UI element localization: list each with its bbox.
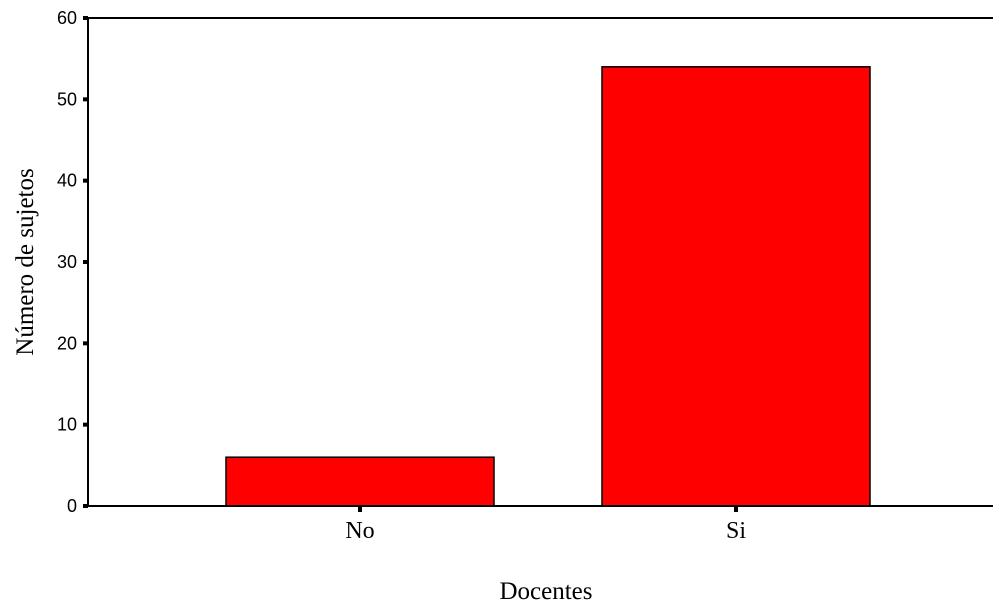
y-tick-label: 50 (57, 89, 77, 109)
x-axis-title: Docentes (499, 578, 592, 604)
x-tick-label: No (345, 518, 374, 544)
bars-group (225, 66, 871, 507)
y-tick-label: 30 (57, 252, 77, 272)
y-tick-label: 60 (57, 8, 77, 28)
y-axis-title: Número de sujetos (12, 168, 39, 355)
y-tick-label: 40 (57, 171, 77, 191)
y-tick-label: 0 (67, 496, 77, 516)
y-tick-label: 20 (57, 333, 77, 353)
bar-no (225, 456, 495, 507)
y-ticks-group: 0 10 20 30 40 50 60 (57, 8, 88, 516)
bar-si (601, 66, 871, 507)
x-tick-label: Si (726, 518, 746, 544)
y-tick-label: 10 (57, 415, 77, 435)
x-ticks-group: No Si (345, 506, 746, 544)
